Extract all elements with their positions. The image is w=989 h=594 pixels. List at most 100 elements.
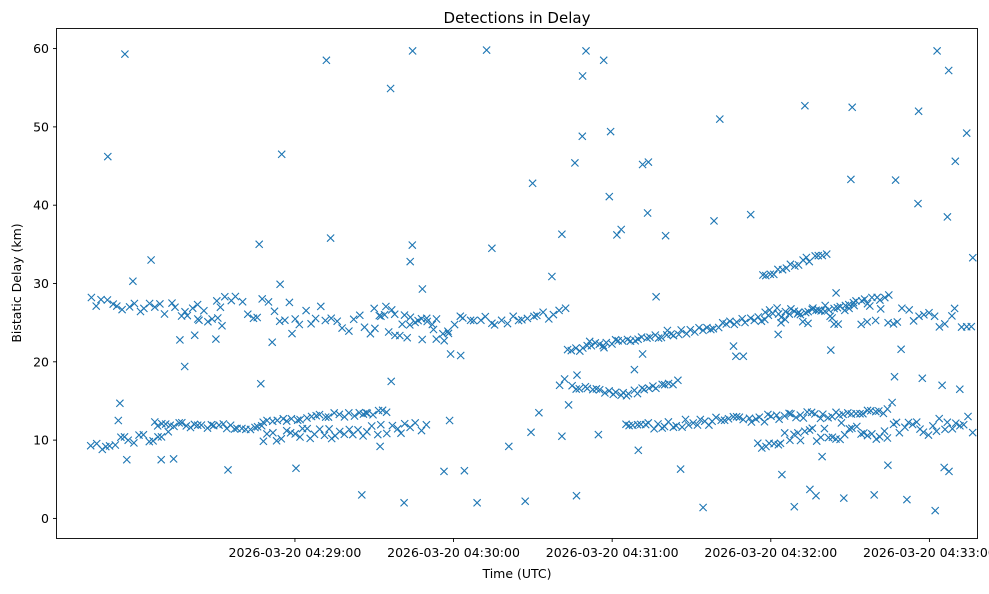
data-point bbox=[224, 465, 232, 474]
data-point bbox=[818, 452, 827, 461]
data-point bbox=[344, 408, 353, 417]
data-point bbox=[883, 461, 892, 470]
data-point bbox=[322, 56, 331, 65]
data-point bbox=[968, 428, 977, 437]
data-point bbox=[892, 418, 901, 427]
data-point bbox=[658, 424, 667, 432]
data-point bbox=[109, 300, 118, 309]
data-point bbox=[116, 433, 125, 442]
data-point bbox=[295, 320, 304, 329]
data-point bbox=[741, 318, 749, 327]
data-point bbox=[818, 251, 827, 260]
data-point bbox=[514, 316, 523, 325]
data-point bbox=[852, 296, 860, 305]
data-point bbox=[802, 253, 811, 262]
data-point bbox=[390, 310, 399, 319]
data-point bbox=[547, 272, 556, 281]
data-point bbox=[578, 72, 587, 80]
data-point bbox=[408, 46, 417, 55]
data-point bbox=[423, 317, 432, 326]
data-point bbox=[175, 418, 184, 427]
data-point bbox=[643, 209, 652, 217]
data-point bbox=[315, 410, 324, 419]
data-point bbox=[130, 299, 139, 308]
data-point bbox=[729, 342, 738, 351]
data-point bbox=[103, 296, 112, 304]
data-point bbox=[624, 389, 633, 398]
data-point bbox=[794, 308, 803, 317]
data-point bbox=[349, 315, 358, 324]
data-point bbox=[890, 372, 899, 381]
data-point bbox=[931, 506, 940, 515]
data-point bbox=[567, 346, 576, 355]
data-point bbox=[497, 316, 506, 325]
data-point bbox=[780, 428, 789, 437]
data-point bbox=[445, 416, 454, 425]
data-point bbox=[175, 335, 184, 344]
data-point bbox=[599, 56, 608, 65]
data-point bbox=[889, 319, 898, 328]
data-point bbox=[834, 320, 843, 329]
data-point bbox=[376, 312, 385, 321]
data-point bbox=[183, 311, 192, 320]
data-point bbox=[327, 314, 336, 323]
data-point bbox=[578, 344, 587, 352]
data-point bbox=[180, 362, 189, 371]
data-point bbox=[287, 414, 296, 423]
data-point bbox=[646, 333, 654, 342]
data-point bbox=[333, 317, 342, 326]
data-point bbox=[230, 425, 239, 433]
data-point bbox=[403, 333, 412, 342]
data-point bbox=[285, 298, 294, 307]
data-point bbox=[950, 304, 959, 313]
data-point bbox=[169, 454, 178, 463]
data-point bbox=[888, 398, 897, 407]
data-point bbox=[350, 412, 359, 420]
data-point bbox=[418, 335, 427, 344]
data-point bbox=[258, 294, 267, 303]
data-point bbox=[155, 299, 164, 308]
data-point bbox=[856, 409, 864, 418]
data-point bbox=[243, 310, 252, 319]
data-point bbox=[651, 384, 660, 393]
data-point bbox=[481, 312, 490, 321]
data-point bbox=[745, 414, 754, 423]
data-point bbox=[182, 421, 191, 430]
data-point bbox=[147, 256, 156, 264]
data-point bbox=[139, 304, 148, 313]
data-point bbox=[311, 314, 320, 323]
data-point bbox=[398, 320, 407, 329]
data-point bbox=[968, 253, 977, 262]
data-point bbox=[293, 416, 302, 425]
data-point bbox=[458, 314, 467, 322]
data-point bbox=[793, 428, 802, 437]
data-point bbox=[699, 326, 707, 335]
data-point bbox=[739, 352, 748, 361]
data-point bbox=[530, 312, 538, 321]
data-point bbox=[125, 302, 134, 311]
x-axis-label: Time (UTC) bbox=[481, 566, 551, 581]
data-point bbox=[712, 413, 720, 422]
data-point bbox=[630, 365, 639, 374]
data-point bbox=[863, 431, 872, 440]
data-point bbox=[139, 430, 148, 439]
data-point bbox=[908, 420, 917, 429]
data-point bbox=[195, 316, 203, 325]
data-point bbox=[891, 176, 900, 185]
data-point bbox=[387, 305, 396, 314]
data-point bbox=[268, 428, 277, 437]
data-point bbox=[357, 490, 366, 499]
data-point bbox=[938, 381, 947, 390]
data-point bbox=[801, 308, 810, 317]
data-point bbox=[296, 433, 304, 441]
data-point bbox=[786, 304, 795, 313]
data-point bbox=[207, 420, 216, 429]
data-point bbox=[686, 325, 695, 334]
data-point bbox=[811, 251, 820, 260]
y-tick-label: 10 bbox=[33, 433, 49, 448]
data-point bbox=[277, 434, 286, 443]
data-point bbox=[315, 425, 324, 434]
data-point bbox=[951, 419, 960, 428]
data-point bbox=[325, 424, 334, 433]
data-point bbox=[87, 293, 96, 302]
